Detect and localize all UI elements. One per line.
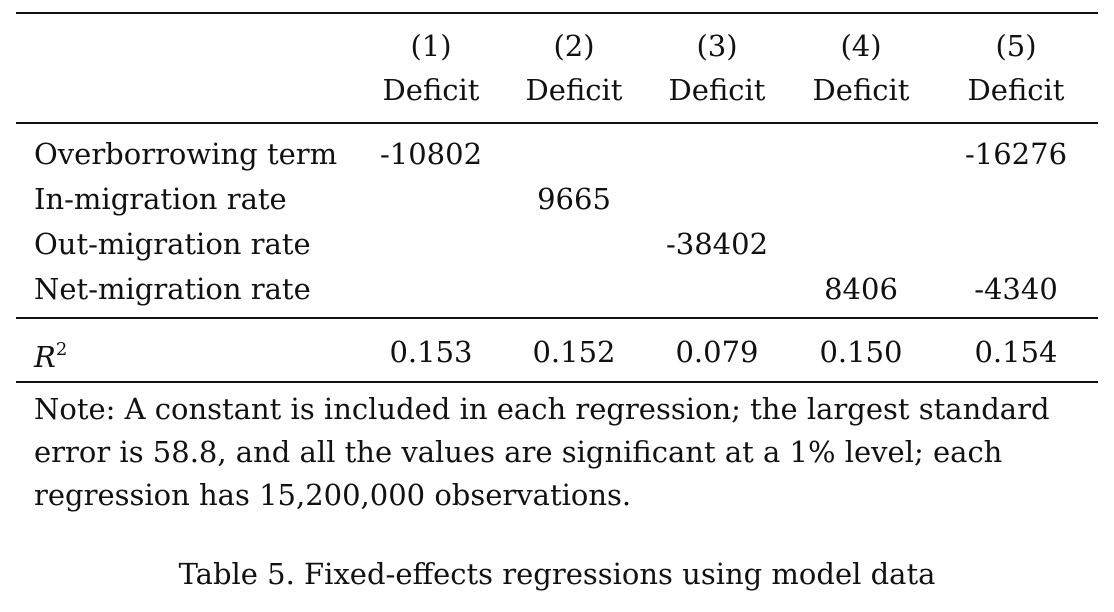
- table-cell: -4340: [974, 272, 1058, 306]
- column-label: Deficit: [967, 73, 1065, 107]
- column-label: Deficit: [382, 73, 480, 107]
- table-cell: 9665: [537, 182, 611, 216]
- column-label: Deficit: [668, 73, 766, 107]
- column-number: (2): [553, 29, 595, 63]
- column-number: (4): [840, 29, 882, 63]
- r-squared-superscript: 2: [55, 339, 68, 360]
- column-number: (1): [410, 29, 452, 63]
- row-label: Overborrowing term: [34, 137, 338, 171]
- column-label: Deficit: [525, 73, 623, 107]
- table-note: Note: A constant is included in each reg…: [34, 392, 1050, 512]
- r-squared-value: 0.154: [974, 335, 1058, 369]
- table-cell: -16276: [964, 137, 1068, 171]
- r-squared-symbol: R: [34, 340, 56, 374]
- column-label: Deficit: [812, 73, 910, 107]
- r-squared-label: R2: [34, 332, 67, 375]
- row-label: In-migration rate: [34, 182, 287, 216]
- r-squared-value: 0.153: [389, 335, 473, 369]
- table-cell: 8406: [824, 272, 898, 306]
- table-cell: -38402: [665, 227, 769, 261]
- r-squared-value: 0.079: [675, 335, 759, 369]
- top-rule: [16, 12, 1098, 14]
- stats-rule: [16, 317, 1098, 319]
- header-rule: [16, 122, 1098, 124]
- r-squared-value: 0.150: [819, 335, 903, 369]
- table-cell: -10802: [379, 137, 483, 171]
- table-caption: Table 5. Fixed-effects regressions using…: [178, 557, 936, 591]
- bottom-rule: [16, 381, 1098, 383]
- row-label: Out-migration rate: [34, 227, 311, 261]
- column-number: (5): [995, 29, 1037, 63]
- r-squared-value: 0.152: [532, 335, 616, 369]
- column-number: (3): [696, 29, 738, 63]
- row-label: Net-migration rate: [34, 272, 311, 306]
